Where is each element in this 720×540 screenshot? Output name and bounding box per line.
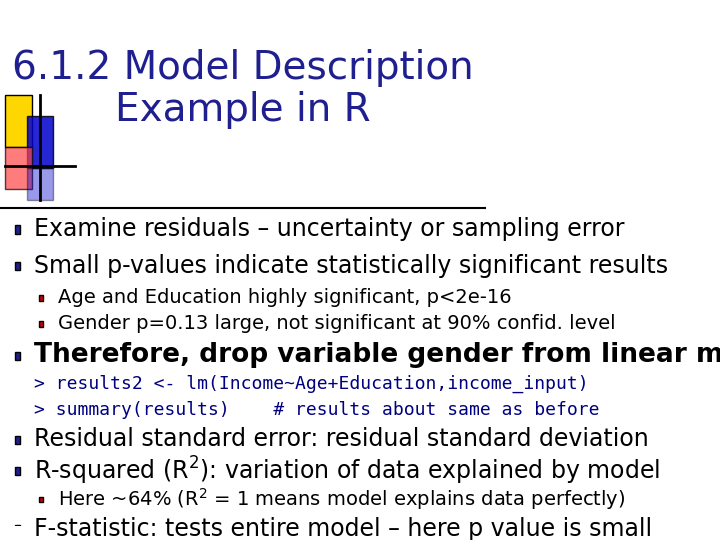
FancyBboxPatch shape xyxy=(39,497,43,502)
FancyBboxPatch shape xyxy=(14,352,20,360)
FancyBboxPatch shape xyxy=(14,436,20,444)
Text: Residual standard error: residual standard deviation: Residual standard error: residual standa… xyxy=(34,427,649,451)
FancyBboxPatch shape xyxy=(14,467,20,475)
Text: > results2 <- lm(Income~Age+Education,income_input): > results2 <- lm(Income~Age+Education,in… xyxy=(34,375,589,393)
FancyBboxPatch shape xyxy=(39,295,43,301)
FancyBboxPatch shape xyxy=(5,94,32,147)
FancyBboxPatch shape xyxy=(5,147,32,190)
Text: > summary(results)    # results about same as before: > summary(results) # results about same … xyxy=(34,401,600,419)
FancyBboxPatch shape xyxy=(14,262,20,271)
Text: Gender p=0.13 large, not significant at 90% confid. level: Gender p=0.13 large, not significant at … xyxy=(58,314,616,333)
Text: Therefore, drop variable gender from linear model: Therefore, drop variable gender from lin… xyxy=(34,342,720,368)
Text: Age and Education highly significant, p<2e-16: Age and Education highly significant, p<… xyxy=(58,288,512,307)
Text: Small p-values indicate statistically significant results: Small p-values indicate statistically si… xyxy=(34,254,668,278)
FancyBboxPatch shape xyxy=(27,168,53,200)
FancyBboxPatch shape xyxy=(14,225,20,233)
Text: F-statistic: tests entire model – here p value is small: F-statistic: tests entire model – here p… xyxy=(34,517,652,540)
FancyBboxPatch shape xyxy=(27,116,53,168)
FancyBboxPatch shape xyxy=(14,525,20,534)
Text: Here ~64% (R$^{2}$ = 1 means model explains data perfectly): Here ~64% (R$^{2}$ = 1 means model expla… xyxy=(58,485,626,511)
Text: Example in R: Example in R xyxy=(115,91,371,130)
Text: Examine residuals – uncertainty or sampling error: Examine residuals – uncertainty or sampl… xyxy=(34,217,624,241)
FancyBboxPatch shape xyxy=(39,321,43,327)
Text: R-squared (R$^{2}$): variation of data explained by model: R-squared (R$^{2}$): variation of data e… xyxy=(34,455,660,487)
Text: 6.1.2 Model Description: 6.1.2 Model Description xyxy=(12,49,474,87)
